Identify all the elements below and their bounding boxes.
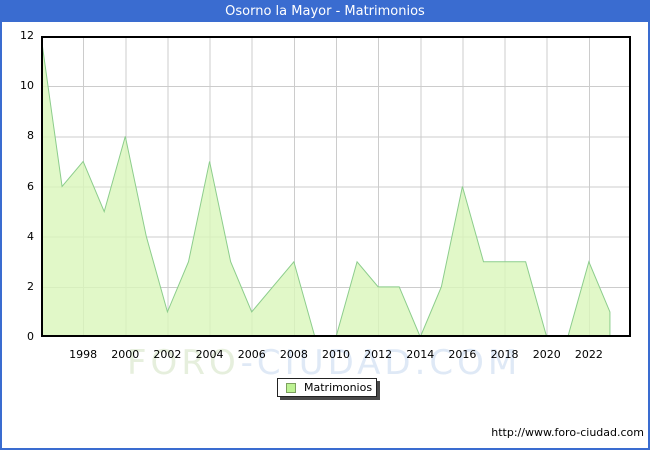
- x-axis-tick-label: 2020: [532, 348, 561, 361]
- matrimonios-area-series: [41, 36, 611, 337]
- y-axis-tick-label: 12: [20, 29, 34, 42]
- x-axis-tick-label: 2004: [195, 348, 224, 361]
- x-axis-tick-label: 2010: [322, 348, 350, 361]
- y-axis-tick-label: 0: [27, 330, 34, 343]
- watermark-part-foro: FORO: [127, 343, 241, 383]
- x-axis-tick-label: 2002: [153, 348, 182, 361]
- legend-box: Matrimonios: [277, 378, 377, 397]
- x-axis-tick-label: 2012: [364, 348, 393, 361]
- y-axis-tick-label: 2: [27, 279, 34, 293]
- plot-border: [41, 36, 631, 337]
- x-axis-tick-label: 2006: [237, 348, 266, 361]
- x-axis-tick-label: 2008: [279, 348, 308, 361]
- watermark-part-ciudad: -CIUDAD.COM: [240, 343, 522, 383]
- x-axis-tick-label: 2022: [574, 348, 603, 361]
- y-axis-tick-label: 8: [27, 129, 34, 143]
- x-axis-tick-label: 2018: [490, 348, 519, 361]
- y-axis-tick-label: 10: [20, 79, 34, 93]
- y-axis-tick-label: 6: [27, 179, 34, 193]
- x-axis-tick-label: 2000: [111, 348, 140, 361]
- x-axis-tick-label: 2016: [448, 348, 477, 361]
- y-axis-tick-label: 4: [27, 229, 34, 243]
- chart-title: Osorno la Mayor - Matrimonios: [2, 2, 648, 22]
- legend-swatch-icon: [286, 383, 296, 393]
- x-axis-tick-label: 1998: [69, 348, 98, 361]
- legend-label: Matrimonios: [304, 381, 373, 394]
- footer-url: http://www.foro-ciudad.com: [491, 426, 644, 439]
- x-axis-tick-label: 2014: [406, 348, 435, 361]
- watermark-text: FORO-CIUDAD.COM: [127, 343, 521, 383]
- area-chart-plot: [41, 36, 631, 337]
